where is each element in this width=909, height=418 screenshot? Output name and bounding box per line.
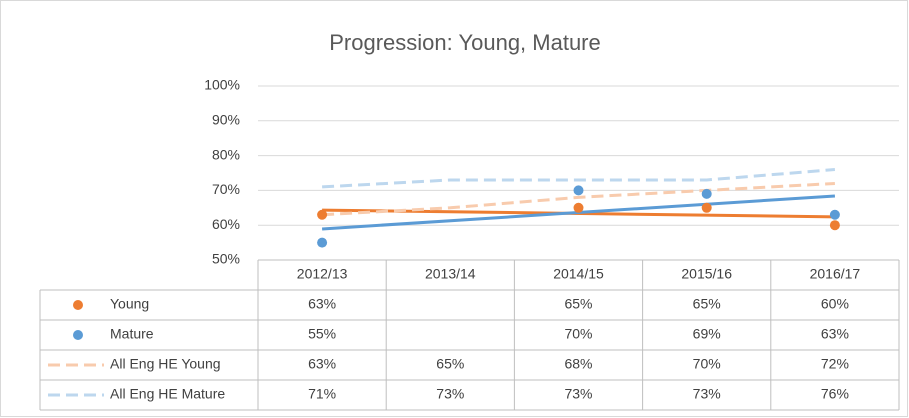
x-tick-label: 2012/13 [297,266,348,282]
table-cell: 70% [564,326,592,342]
table-cell: 63% [308,356,336,372]
point [701,188,712,199]
point [573,185,584,196]
table-cell: 70% [693,356,721,372]
y-tick-label: 60% [212,216,240,232]
point [317,209,328,220]
series-line [322,181,835,217]
x-tick-label: 2014/15 [553,266,604,282]
y-tick-label: 50% [212,251,240,267]
table-cell: 65% [693,296,721,312]
legend-label: Mature [110,326,154,342]
table-cell: 71% [308,386,336,402]
table-cell: 63% [821,326,849,342]
table-cell: 69% [693,326,721,342]
point [573,202,584,213]
legend-label: Young [110,296,149,312]
table-cell: 55% [308,326,336,342]
chart-title: Progression: Young, Mature [329,30,601,55]
legend-label: All Eng HE Young [110,356,221,372]
table-cell: 73% [436,386,464,402]
x-tick-label: 2015/16 [681,266,732,282]
point [829,220,840,231]
table-cell: 73% [564,386,592,402]
y-tick-label: 100% [204,77,240,93]
y-tick-label: 70% [212,181,240,197]
table-cell: 63% [308,296,336,312]
legend-label: All Eng HE Mature [110,386,225,402]
point [701,202,712,213]
point [829,209,840,220]
series-line [322,168,836,189]
legend-marker [73,300,83,310]
x-tick-label: 2013/14 [425,266,476,282]
table-cell: 65% [564,296,592,312]
table-cell: 65% [436,356,464,372]
table-cell: 73% [693,386,721,402]
legend-marker [73,330,83,340]
table-cell: 60% [821,296,849,312]
table-cell: 76% [821,386,849,402]
y-tick-label: 90% [212,112,240,128]
table-cell: 68% [564,356,592,372]
y-tick-label: 80% [212,146,240,162]
x-tick-label: 2016/17 [810,266,861,282]
table-cell: 72% [821,356,849,372]
point [317,237,328,248]
